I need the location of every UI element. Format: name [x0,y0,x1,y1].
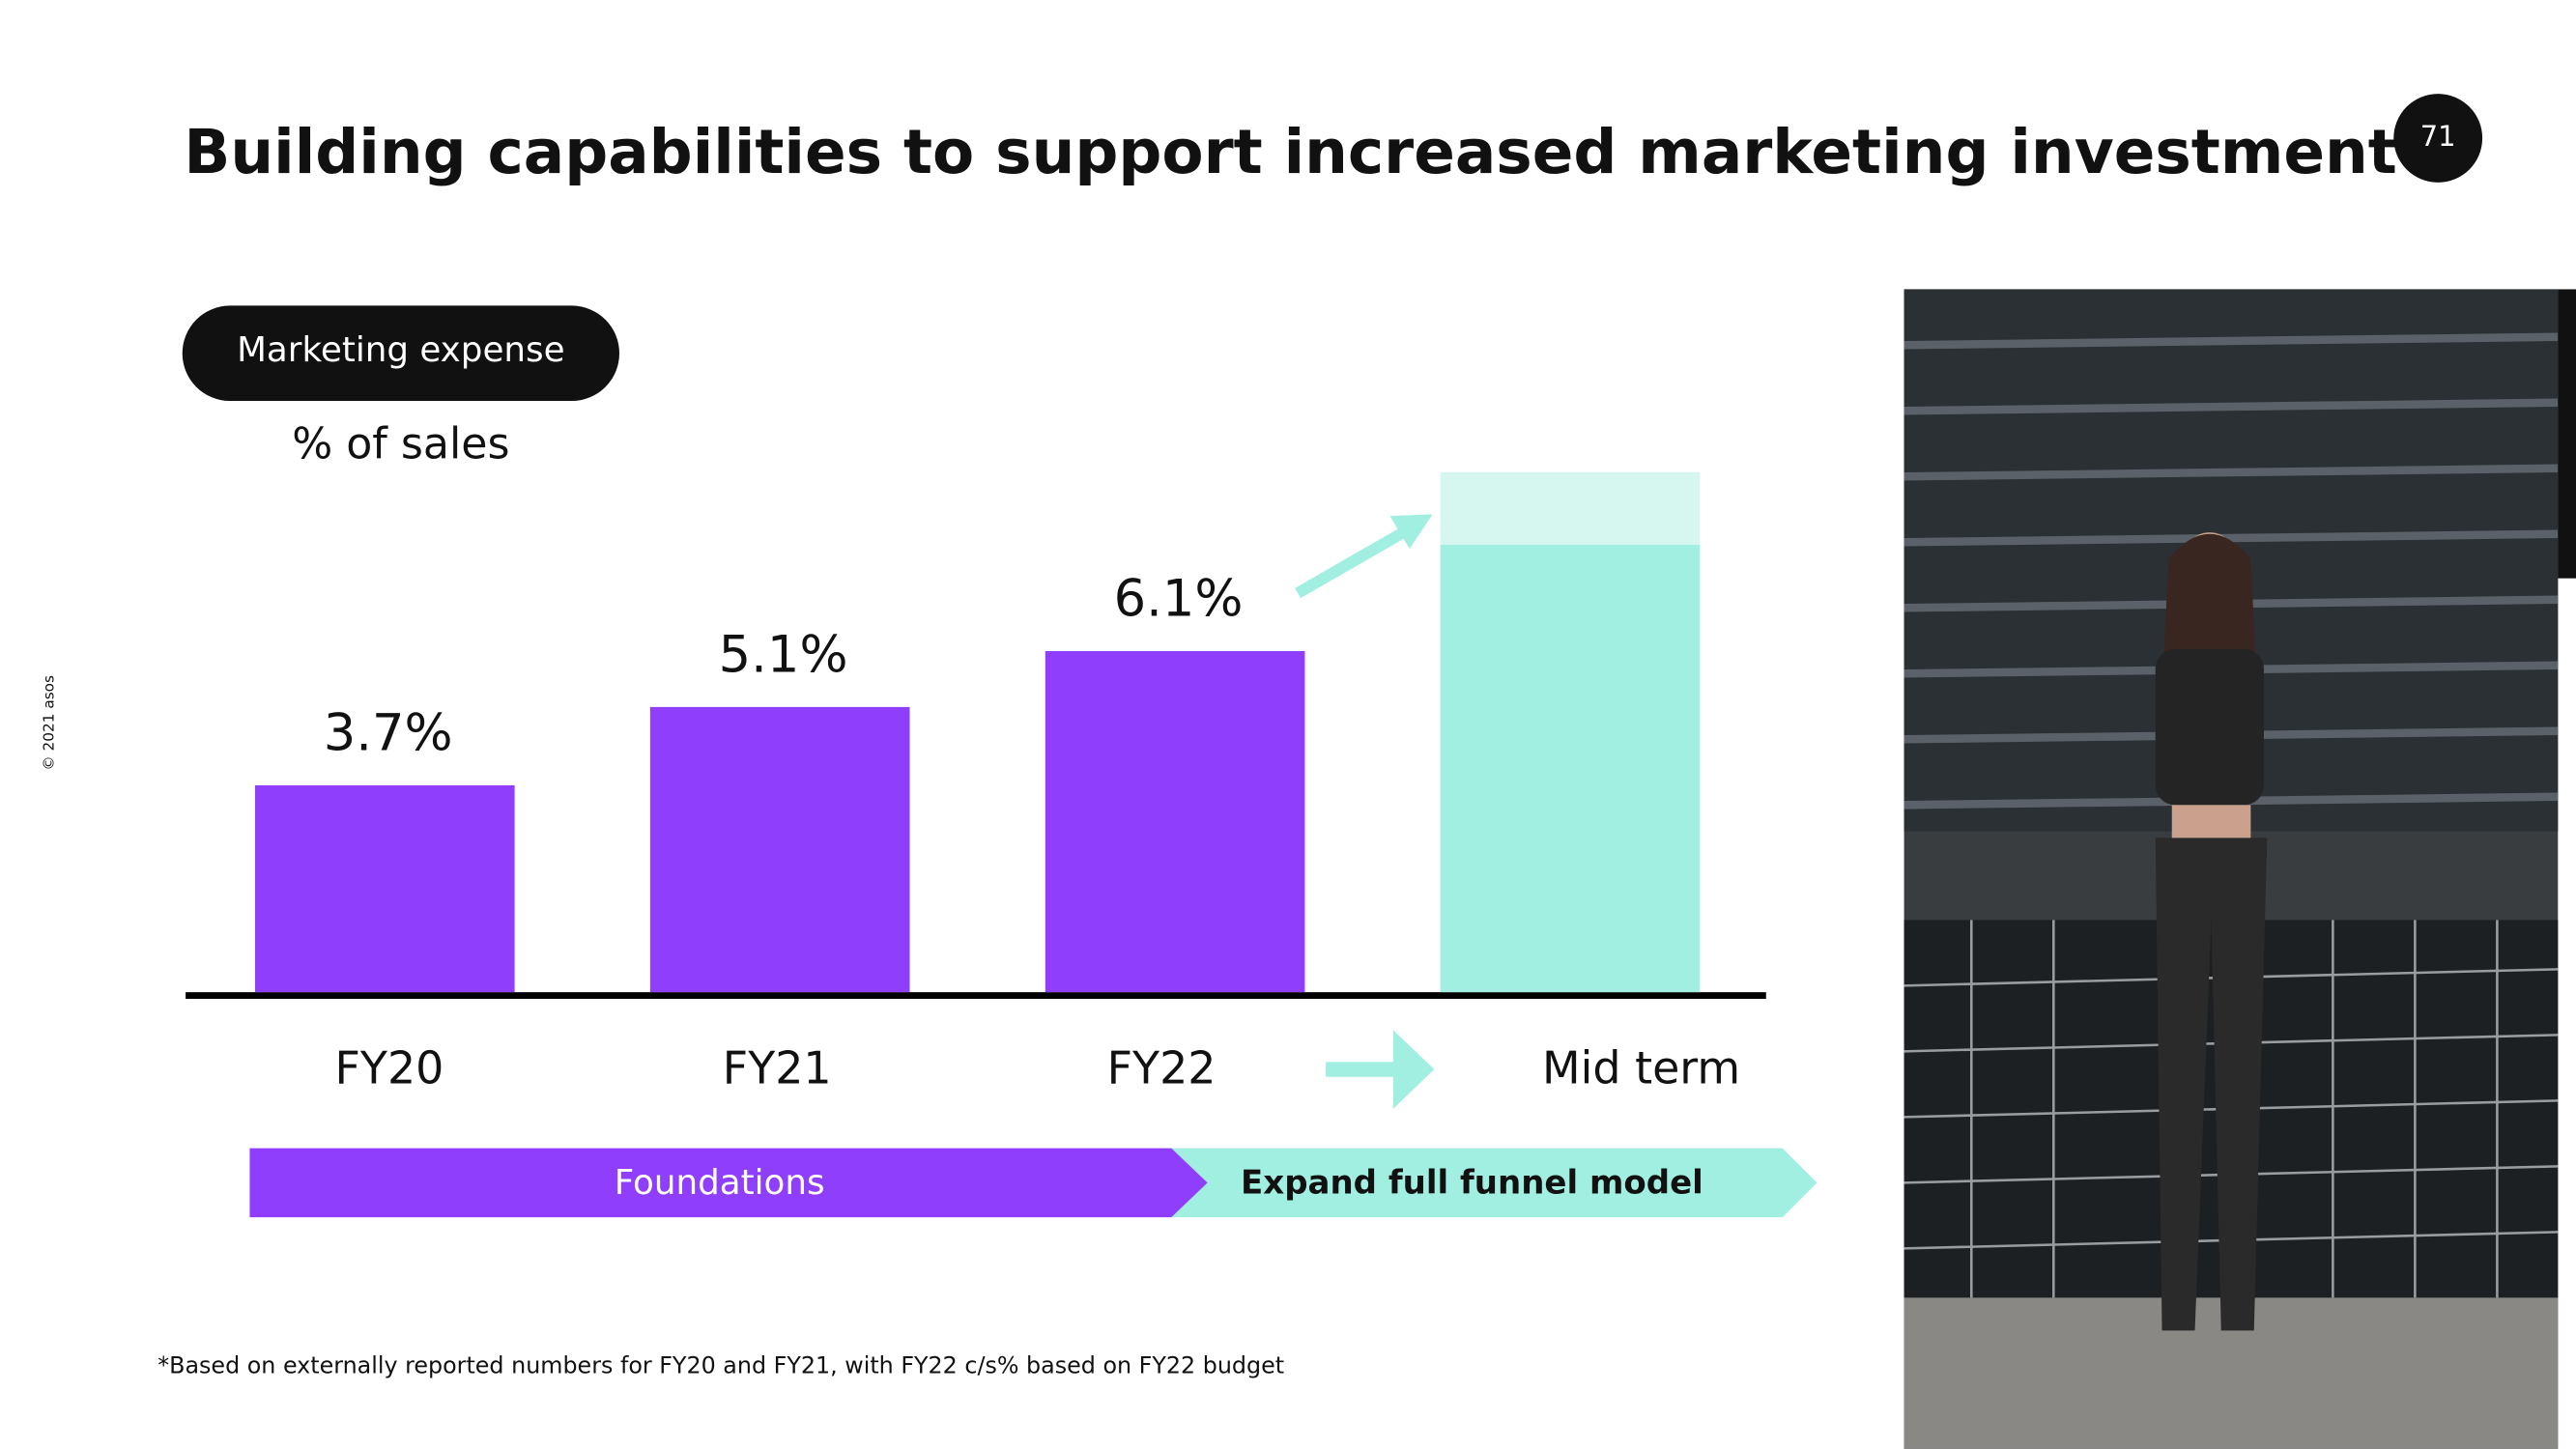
slide-title: Building capabilities to support increas… [184,117,2396,187]
phase-band [1171,1148,1818,1218]
chart-title-pill [182,305,619,402]
page-number: 71 [2420,120,2456,153]
phase-band [249,1148,1208,1218]
chart-title: Marketing expense [237,330,564,370]
phase-label: Foundations [615,1163,825,1203]
x-tick-label: Mid term [1542,1041,1740,1094]
copyright: © 2021 asos [41,675,58,771]
range-band [1440,471,1701,545]
bar [1440,544,1701,993]
timeline-arrow [1326,1030,1435,1109]
page-badge [2393,94,2483,183]
bar [254,784,515,993]
trend-arrow [1295,514,1433,599]
chart-subtitle: % of sales [292,420,509,469]
value-label: 5.1% [719,626,848,685]
photo [1903,289,2576,1449]
x-tick-label: FY21 [723,1041,832,1094]
footnote: *Based on externally reported numbers fo… [157,1351,1284,1378]
value-label: 6.1% [1114,570,1244,629]
bar [1045,650,1305,993]
phase-label: Expand full funnel model [1241,1164,1703,1203]
x-tick-label: FY20 [335,1041,444,1094]
x-tick-label: FY22 [1107,1041,1216,1094]
bar [649,706,910,993]
value-label: 3.7% [324,704,453,763]
